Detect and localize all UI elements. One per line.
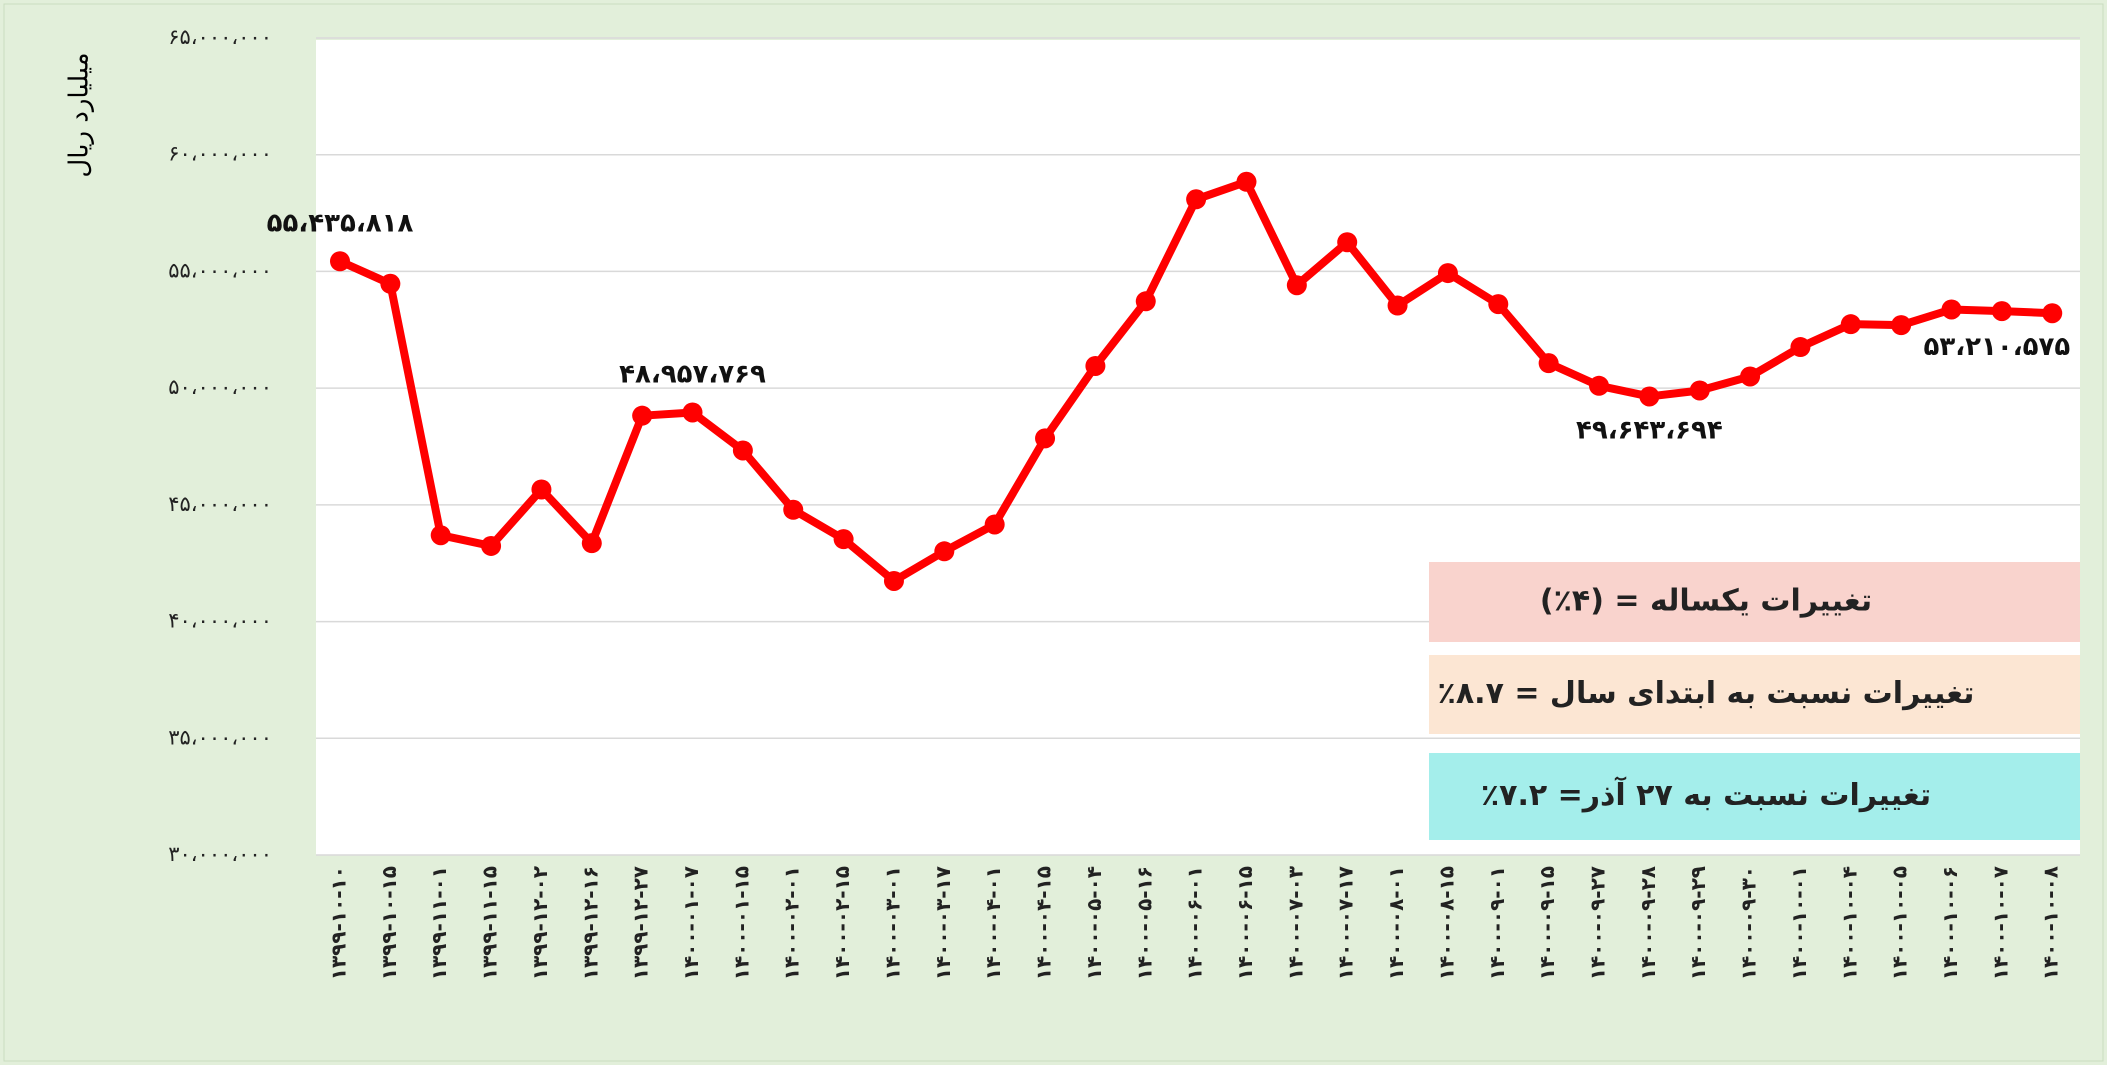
x-tick-label: ۱۴۰۰-۱۰-۰۸: [2039, 866, 2063, 980]
x-tick-label: ۱۴۰۰-۰۹-۲۸: [1636, 866, 1660, 980]
x-tick-label: ۱۳۹۹-۱۱-۰۱: [427, 866, 451, 980]
data-point: [581, 533, 602, 554]
x-tick-label: ۱۳۹۹-۱۰-۱۵: [377, 866, 401, 980]
y-tick-label: ۳۰،۰۰۰،۰۰۰: [168, 842, 272, 866]
data-point: [1840, 314, 1861, 335]
data-label: ۴۹،۶۴۳،۶۹۴: [1576, 415, 1723, 445]
data-point: [1589, 375, 1609, 396]
y-tick-label: ۳۵،۰۰۰،۰۰۰: [168, 725, 272, 749]
data-label: ۵۳،۲۱۰،۵۷۵: [1924, 332, 2071, 362]
x-tick-label: ۱۳۹۹-۱۲-۱۶: [578, 866, 602, 980]
x-tick-label: ۱۳۹۹-۱۲-۲۷: [629, 866, 653, 980]
x-tick-label: ۱۴۰۰-۰۵-۰۴: [1082, 866, 1106, 980]
annotation-text: تغییرات نسبت به ۲۷ آذر= ۷.۲٪: [1481, 776, 1931, 813]
data-point: [1488, 294, 1509, 315]
x-tick-label: ۱۴۰۰-۱۰-۰۶: [1938, 866, 1962, 980]
x-tick-label: ۱۴۰۰-۰۷-۰۳: [1283, 866, 1307, 980]
data-point: [430, 525, 451, 546]
data-point: [1790, 337, 1811, 358]
data-point: [1387, 295, 1408, 316]
x-tick-label: ۱۳۹۹-۱۱-۱۵: [478, 866, 502, 980]
x-tick-label: ۱۴۰۰-۰۶-۱۵: [1233, 866, 1257, 980]
data-label: ۴۸،۹۵۷،۷۶۹: [619, 359, 766, 389]
x-tick-label: ۱۴۰۰-۰۹-۱۵: [1535, 866, 1559, 980]
x-tick-label: ۱۴۰۰-۰۹-۰۱: [1485, 866, 1509, 980]
x-tick-label: ۱۴۰۰-۰۴-۱۵: [1032, 866, 1056, 980]
y-tick-label: ۵۰،۰۰۰،۰۰۰: [168, 375, 272, 399]
x-tick-label: ۱۴۰۰-۰۱-۰۷: [679, 866, 703, 980]
data-point: [732, 440, 753, 461]
x-tick-label: ۱۴۰۰-۰۷-۱۷: [1334, 866, 1358, 980]
data-point: [1085, 355, 1106, 376]
x-tick-label: ۱۴۰۰-۰۴-۰۱: [981, 866, 1005, 980]
x-tick-label: ۱۴۰۰-۰۳-۱۷: [931, 866, 955, 980]
x-tick-label: ۱۴۰۰-۰۹-۳۰: [1737, 866, 1761, 980]
data-point: [1286, 275, 1307, 296]
data-point: [833, 529, 854, 550]
data-point: [1689, 380, 1710, 401]
data-point: [632, 405, 653, 426]
data-point: [531, 479, 552, 500]
data-point: [1639, 386, 1660, 407]
data-point: [2042, 303, 2063, 324]
data-point: [1538, 353, 1559, 374]
data-point: [783, 499, 804, 520]
y-tick-label: ۶۰،۰۰۰،۰۰۰: [168, 142, 272, 166]
x-tick-label: ۱۴۰۰-۰۲-۰۱: [780, 866, 804, 980]
x-tick-label: ۱۴۰۰-۰۹-۲۹: [1686, 866, 1710, 980]
x-tick-label: ۱۴۰۰-۰۲-۱۵: [830, 866, 854, 980]
data-point: [1437, 263, 1458, 284]
annotation-box: [1429, 655, 2080, 734]
data-point: [1186, 189, 1207, 210]
x-tick-label: ۱۴۰۰-۰۹-۲۷: [1586, 866, 1610, 980]
annotation-text: تغییرات یکساله = (۴٪): [1540, 584, 1872, 619]
x-tick-label: ۱۳۹۹-۱۰-۱۰: [327, 866, 351, 980]
x-tick-label: ۱۴۰۰-۰۳-۰۱: [880, 866, 904, 980]
x-tick-label: ۱۴۰۰-۰۸-۱۵: [1434, 866, 1458, 980]
y-tick-label: ۵۵،۰۰۰،۰۰۰: [168, 258, 272, 282]
data-point: [380, 273, 401, 294]
x-tick-label: ۱۴۰۰-۰۱-۱۵: [729, 866, 753, 980]
data-point: [1991, 301, 2012, 322]
data-point: [1941, 299, 1962, 320]
x-tick-label: ۱۴۰۰-۰۶-۰۱: [1183, 866, 1207, 980]
y-tick-label: ۴۰،۰۰۰،۰۰۰: [168, 609, 272, 633]
x-tick-label: ۱۴۰۰-۰۸-۰۱: [1384, 866, 1408, 980]
x-tick-label: ۱۴۰۰-۱۰-۰۱: [1787, 866, 1811, 980]
data-point: [1236, 171, 1257, 192]
y-tick-label: ۶۵،۰۰۰،۰۰۰: [168, 25, 272, 49]
data-point: [1035, 428, 1056, 449]
x-tick-label: ۱۴۰۰-۱۰-۰۵: [1888, 866, 1912, 980]
y-axis-title: میلیارد ریال: [65, 52, 95, 177]
x-tick-label: ۱۳۹۹-۱۲-۰۲: [528, 866, 552, 980]
data-point: [682, 402, 703, 423]
annotation-box: [1429, 753, 2080, 840]
annotation-text: تغییرات نسبت به ابتدای سال = ۸.۷٪: [1438, 676, 1975, 711]
data-point: [1337, 232, 1358, 253]
data-point: [1740, 366, 1761, 387]
x-tick-label: ۱۴۰۰-۱۰-۰۷: [1988, 866, 2012, 980]
data-label: ۵۵،۴۳۵،۸۱۸: [267, 208, 414, 238]
data-point: [1891, 315, 1912, 336]
x-tick-label: ۱۴۰۰-۱۰-۰۴: [1837, 866, 1861, 980]
data-point: [1135, 291, 1156, 312]
annotation-box: [1429, 562, 2080, 642]
data-point: [934, 541, 955, 562]
x-tick-label: ۱۴۰۰-۰۵-۱۶: [1132, 866, 1156, 980]
data-point: [481, 535, 502, 556]
y-tick-label: ۴۵،۰۰۰،۰۰۰: [168, 492, 272, 516]
data-point: [330, 251, 350, 272]
data-point: [883, 570, 904, 591]
data-point: [984, 514, 1005, 535]
